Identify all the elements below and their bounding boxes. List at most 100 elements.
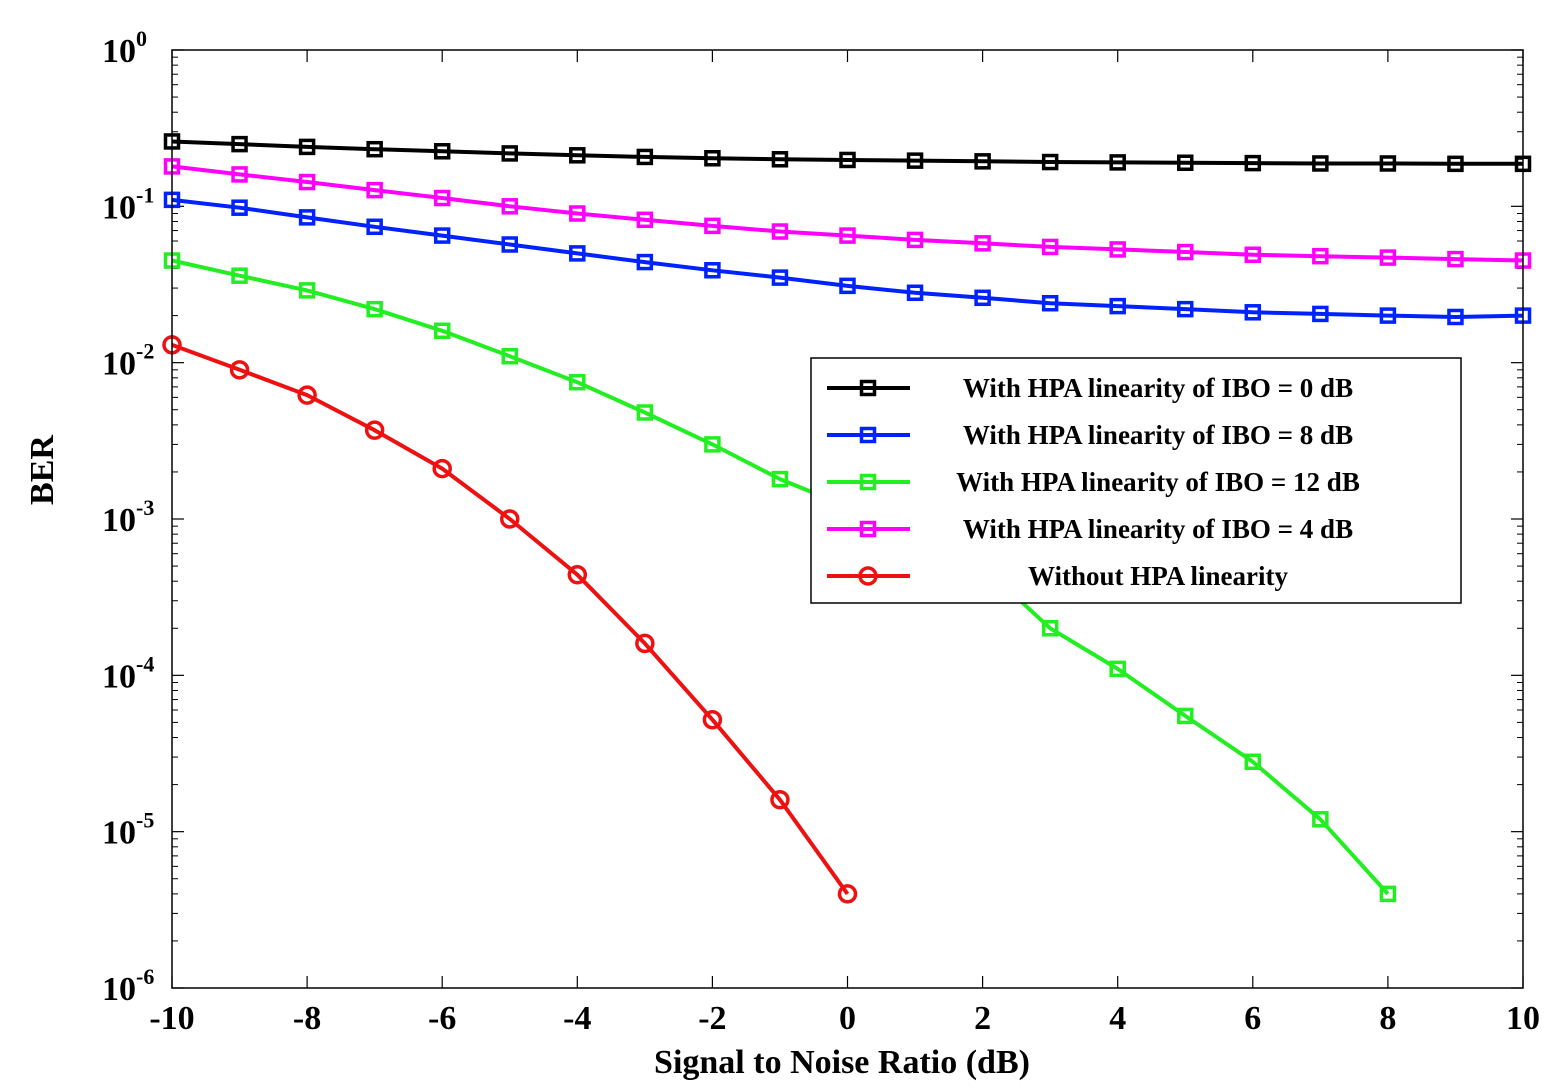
legend-marker [858, 566, 878, 586]
x-tick-label: 4 [1109, 1000, 1126, 1037]
data-point [636, 404, 654, 421]
data-point [433, 227, 451, 244]
data-point [567, 564, 588, 585]
y-tick-label: 10-6 [102, 964, 154, 1008]
data-point [839, 227, 856, 244]
data-point [433, 189, 451, 207]
data-point [771, 223, 789, 240]
data-point [1244, 154, 1262, 172]
data-point [432, 458, 452, 479]
x-axis-title: Signal to Noise Ratio (dB) [654, 1044, 1030, 1081]
data-point [366, 300, 383, 318]
data-point [364, 420, 385, 440]
data-point [366, 140, 383, 158]
series-line [171, 139, 1523, 166]
data-point [1177, 707, 1194, 725]
series-1 [163, 191, 1532, 326]
data-point [1041, 238, 1059, 256]
x-tick-label: 6 [1244, 1000, 1261, 1037]
data-point [1109, 297, 1126, 315]
data-point [569, 245, 586, 262]
y-tick-label: 10-4 [102, 651, 154, 695]
data-point [636, 211, 654, 229]
y-tick-exponent: -6 [136, 964, 154, 989]
data-point [1379, 249, 1397, 266]
y-tick-base: 10 [102, 346, 136, 383]
data-point [1177, 300, 1194, 318]
data-point [839, 277, 856, 295]
data-point [1177, 243, 1194, 261]
data-point [906, 152, 924, 169]
data-point [229, 360, 250, 380]
legend-label: With HPA linearity of IBO = 0 dB [963, 373, 1353, 403]
data-point [1041, 294, 1059, 312]
data-point [1312, 811, 1329, 828]
data-point [906, 231, 924, 249]
data-point [1041, 620, 1059, 637]
legend-marker [859, 379, 877, 397]
legend-item: With HPA linearity of IBO = 4 dB [827, 514, 1353, 544]
data-point [1109, 660, 1126, 678]
y-tick-base: 10 [102, 658, 136, 695]
y-tick-exponent: -2 [136, 339, 154, 364]
legend-marker [859, 426, 877, 444]
data-point [500, 509, 520, 529]
series-2 [163, 252, 1397, 903]
data-point [839, 151, 856, 169]
data-point [231, 199, 248, 216]
data-point [231, 166, 248, 183]
x-tick-label: -10 [149, 1000, 194, 1037]
legend-marker [859, 473, 877, 491]
x-tick-label: 8 [1379, 1000, 1396, 1037]
data-point [569, 205, 586, 222]
x-tick-label: -8 [293, 1000, 321, 1037]
data-point [501, 145, 518, 162]
y-tick-label: 10-5 [102, 808, 154, 852]
data-point [1379, 155, 1397, 172]
legend-label: With HPA linearity of IBO = 8 dB [963, 420, 1353, 450]
series-line [171, 343, 850, 896]
y-tick-label: 100 [102, 26, 147, 70]
data-point [298, 173, 316, 191]
x-tick-label: 2 [974, 1000, 991, 1037]
data-point [974, 235, 991, 252]
legend-label: With HPA linearity of IBO = 4 dB [963, 514, 1353, 544]
legend-item: With HPA linearity of IBO = 12 dB [827, 467, 1360, 497]
series-4 [162, 335, 858, 904]
series-0 [163, 133, 1532, 173]
legend-label: Without HPA linearity [1028, 561, 1289, 591]
y-tick-base: 10 [102, 33, 136, 70]
data-point [1177, 154, 1194, 172]
data-point [1244, 246, 1262, 264]
data-point [1109, 241, 1126, 258]
legend-label: With HPA linearity of IBO = 12 dB [956, 467, 1360, 497]
data-point [569, 373, 586, 391]
data-point [366, 181, 383, 199]
data-point [837, 884, 858, 904]
data-point [1041, 153, 1059, 171]
data-point [1447, 308, 1464, 326]
y-tick-exponent: -4 [136, 651, 154, 676]
plot-frame [171, 49, 1524, 989]
data-point [636, 148, 654, 166]
y-tick-exponent: -3 [136, 495, 154, 520]
data-point [298, 282, 316, 299]
data-point [501, 198, 518, 215]
data-point [1312, 305, 1329, 323]
data-point [1109, 154, 1126, 171]
data-point [702, 709, 723, 730]
y-tick-exponent: 0 [136, 26, 147, 51]
data-point [1244, 753, 1262, 771]
data-point [704, 436, 721, 453]
data-point [501, 347, 518, 365]
data-point [569, 147, 586, 164]
data-point [974, 153, 991, 170]
data-point [433, 322, 451, 340]
data-point [298, 209, 316, 226]
data-point [1447, 155, 1464, 173]
x-tick-labels: -10 -8 -6 -4 -2 0 2 4 6 8 10 [149, 1000, 1540, 1037]
data-point [636, 253, 654, 271]
data-point [770, 790, 790, 810]
y-tick-base: 10 [102, 971, 136, 1008]
